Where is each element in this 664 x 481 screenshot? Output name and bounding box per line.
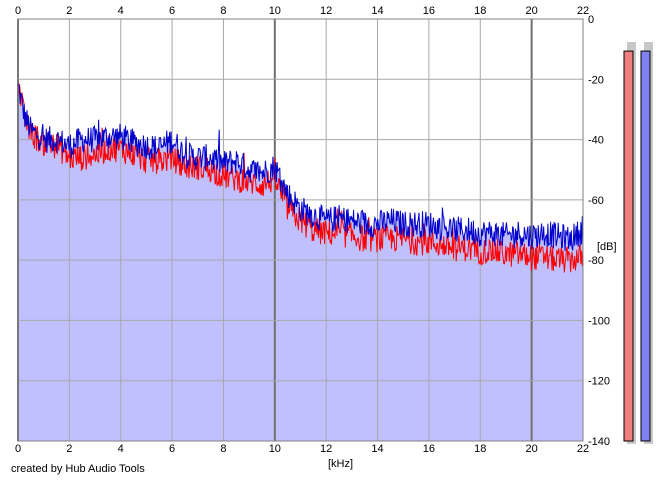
x-tick-label-bottom-2: 2: [66, 443, 72, 455]
x-tick-label-top-6: 6: [169, 5, 175, 17]
level-meter-1: [623, 50, 634, 442]
y-tick-label-0: 0: [588, 14, 594, 26]
x-tick-label-bottom-20: 20: [526, 443, 538, 455]
y-tick-label-140: -140: [588, 436, 610, 448]
x-tick-label-top-18: 18: [474, 5, 486, 17]
x-tick-label-top-8: 8: [220, 5, 226, 17]
y-tick-label-60: -60: [588, 195, 604, 207]
x-tick-label-bottom-16: 16: [423, 443, 435, 455]
x-tick-label-top-12: 12: [320, 5, 332, 17]
x-tick-label-top-14: 14: [371, 5, 383, 17]
series-line-red: [17, 83, 584, 273]
y-tick-label-40: -40: [588, 135, 604, 147]
y-axis-label: [dB]: [597, 241, 617, 253]
level-meter-2: [640, 50, 651, 442]
x-tick-label-bottom-0: 0: [15, 443, 21, 455]
x-tick-label-top-10: 10: [269, 5, 281, 17]
x-tick-label-bottom-12: 12: [320, 443, 332, 455]
spectrum-fill-area: [18, 81, 583, 441]
x-tick-label-bottom-22: 22: [577, 443, 589, 455]
plot-frame: [17, 18, 584, 442]
series-line-blue: [17, 81, 584, 252]
x-tick-label-top-0: 0: [15, 5, 21, 17]
x-tick-label-bottom-6: 6: [169, 443, 175, 455]
credit-text: created by Hub Audio Tools: [11, 463, 145, 475]
y-tick-label-120: -120: [588, 376, 610, 388]
x-tick-label-bottom-4: 4: [118, 443, 124, 455]
x-tick-label-top-2: 2: [66, 5, 72, 17]
x-tick-label-bottom-10: 10: [269, 443, 281, 455]
x-tick-label-top-16: 16: [423, 5, 435, 17]
y-tick-label-20: -20: [588, 74, 604, 86]
y-tick-label-80: -80: [588, 255, 604, 267]
x-tick-label-top-22: 22: [577, 5, 589, 17]
x-tick-label-bottom-8: 8: [220, 443, 226, 455]
x-tick-label-top-4: 4: [118, 5, 124, 17]
x-tick-label-top-20: 20: [526, 5, 538, 17]
x-tick-label-bottom-18: 18: [474, 443, 486, 455]
x-axis-label: [kHz]: [328, 458, 353, 470]
x-tick-label-bottom-14: 14: [371, 443, 383, 455]
y-tick-label-100: -100: [588, 315, 610, 327]
